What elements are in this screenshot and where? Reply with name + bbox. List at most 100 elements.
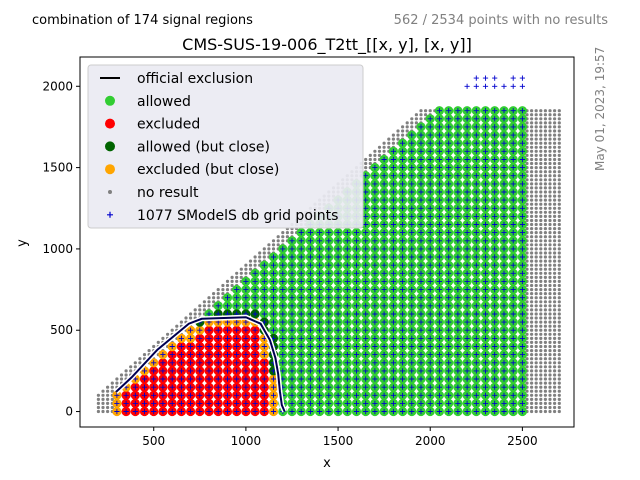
no-result-point [525,389,529,393]
grid-point [400,270,406,276]
grid-point [326,295,332,301]
grid-point [224,384,231,390]
grid-point [344,408,350,415]
grid-point [381,392,387,398]
no-result-point [115,381,119,385]
grid-point [353,400,360,406]
grid-point [510,83,516,89]
grid-point [473,278,479,284]
grid-point [224,360,231,366]
no-result-point [539,141,543,145]
grid-point [455,319,461,325]
grid-point [335,303,341,309]
no-result-point [553,109,557,113]
grid-point [234,400,240,406]
grid-point [344,352,350,358]
grid-point [473,108,479,114]
no-result-point [539,186,543,190]
grid-point [197,360,203,366]
legend-label: official exclusion [137,71,253,87]
no-result-point [530,145,534,149]
no-result-point [530,247,534,251]
no-result-point [548,190,552,194]
no-result-point [557,206,561,210]
no-result-point [553,320,557,324]
no-result-point [557,133,561,137]
grid-point [482,205,489,211]
no-result-point [525,113,529,117]
no-result-point [525,129,529,133]
no-result-point [548,328,552,332]
grid-point [510,124,516,130]
grid-point [427,156,433,163]
grid-point [455,376,461,382]
no-result-point [539,109,543,113]
no-result-point [543,308,548,312]
grid-point [252,343,258,350]
grid-point [446,230,452,236]
grid-point [390,311,396,317]
no-result-point [539,279,543,283]
grid-point [261,352,267,358]
grid-point [418,124,424,130]
no-result-point [548,275,552,279]
no-result-point [548,210,552,214]
no-result-point [539,385,543,389]
grid-point [335,311,341,317]
grid-point [307,360,313,366]
grid-point [446,384,452,390]
no-result-point [110,389,114,393]
grid-point [510,181,516,187]
grid-point [418,221,424,228]
grid-point [151,392,157,398]
grid-point [224,295,231,301]
no-result-point [534,166,538,170]
grid-point [455,278,461,284]
grid-point [197,368,203,374]
grid-point [519,132,525,138]
grid-point [519,230,525,236]
no-result-point [534,129,538,133]
no-result-point [147,349,151,353]
no-result-point [553,300,557,304]
no-result-point [557,296,561,300]
no-result-point [543,304,548,308]
grid-point [427,335,433,341]
no-result-point [557,214,561,218]
no-result-point [534,369,538,373]
grid-point [409,400,415,406]
grid-point [492,262,498,268]
no-result-point [534,153,538,157]
no-result-point [543,377,548,381]
grid-point [501,368,507,374]
no-result-point [553,332,557,336]
no-result-point [258,251,262,255]
grid-point [492,327,498,333]
grid-point [270,384,277,390]
grid-point [473,384,479,390]
axes-frame [79,56,575,428]
no-result-point [539,275,543,279]
grid-point [510,205,516,211]
no-result-point [557,385,561,389]
grid-point [519,181,525,187]
no-result-point [553,255,557,259]
grid-point [326,368,332,374]
grid-point [501,400,507,406]
no-result-point [548,218,552,223]
grid-point [363,352,369,358]
grid-point [372,221,378,228]
grid-point [307,384,313,390]
grid-point [455,156,461,163]
grid-point [344,392,350,398]
no-result-point [553,369,557,373]
grid-point [473,368,479,374]
grid-point [446,156,452,163]
grid-point [317,230,323,236]
grid-point [510,148,516,154]
grid-point [427,352,433,358]
grid-point [446,165,452,171]
grid-point [418,181,424,187]
no-result-point [539,292,543,296]
grid-point [427,197,433,203]
